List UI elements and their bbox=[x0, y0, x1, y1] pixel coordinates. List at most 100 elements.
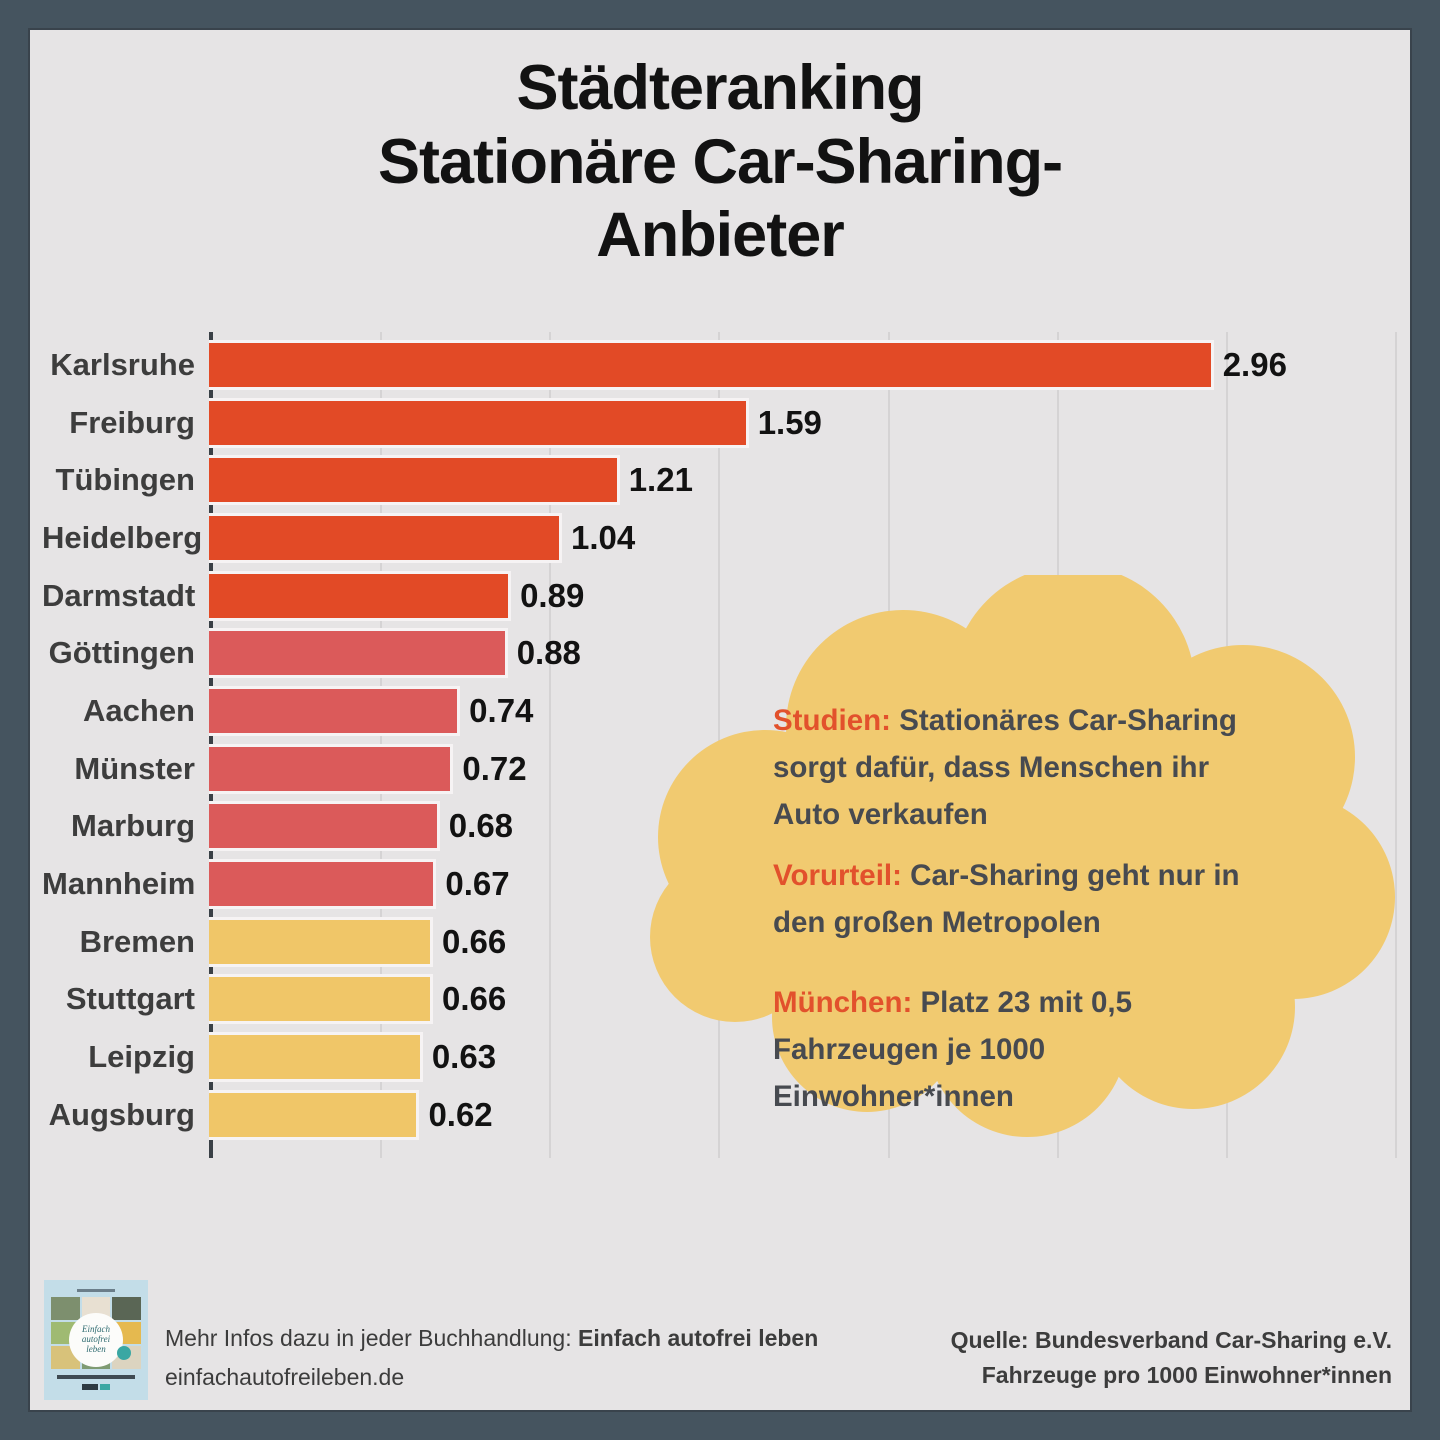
bar bbox=[209, 1032, 423, 1083]
bar-area: 0.88 bbox=[209, 624, 1397, 682]
bar-area: 2.96 bbox=[209, 336, 1397, 394]
bar-area: 0.72 bbox=[209, 740, 1397, 798]
bar bbox=[209, 512, 562, 563]
value-label: 0.66 bbox=[442, 980, 507, 1018]
value-label: 0.88 bbox=[516, 634, 581, 672]
chart-row: Bremen 0.66 bbox=[42, 913, 1397, 971]
city-label: Bremen bbox=[79, 923, 195, 959]
bar-area: 0.63 bbox=[209, 1028, 1397, 1086]
callout-cloud: Studien: Stationäres Car-Sharing sorgt d… bbox=[615, 575, 1403, 1140]
value-label: 1.59 bbox=[757, 403, 822, 441]
chart-gridline bbox=[549, 332, 552, 1158]
bar bbox=[209, 455, 620, 506]
bar bbox=[209, 916, 434, 967]
callout-item: Studien: Stationäres Car-Sharing sorgt d… bbox=[773, 704, 1237, 832]
chart-row: Münster 0.72 bbox=[42, 740, 1397, 798]
title-line-1: Städteranking bbox=[516, 53, 924, 123]
bar-area: 0.66 bbox=[209, 971, 1397, 1029]
callout-keyword: Studien: bbox=[773, 704, 891, 737]
book-cover-photo-tile bbox=[51, 1297, 80, 1320]
bar-area: 0.62 bbox=[209, 1086, 1397, 1144]
value-label: 0.89 bbox=[520, 576, 585, 614]
cloud-shape-icon bbox=[650, 575, 1395, 1137]
footer-website-url: einfachautofreileben.de bbox=[165, 1364, 405, 1390]
bar bbox=[209, 1089, 420, 1140]
bar bbox=[209, 685, 461, 736]
chart-row: Darmstadt 0.89 bbox=[42, 567, 1397, 625]
chart-row: Marburg 0.68 bbox=[42, 798, 1397, 856]
bar bbox=[209, 628, 508, 679]
city-label: Göttingen bbox=[48, 635, 195, 671]
bar-area: 1.04 bbox=[209, 509, 1397, 567]
bar bbox=[209, 859, 437, 910]
city-label: Heidelberg bbox=[42, 519, 203, 555]
book-cover-badge-icon bbox=[117, 1346, 131, 1360]
book-cover-title: Einfach autofrei leben bbox=[69, 1313, 123, 1367]
bar-area: 0.89 bbox=[209, 567, 1397, 625]
callout-text: Studien: Stationäres Car-Sharing sorgt d… bbox=[773, 697, 1265, 1134]
callout-item: München: Platz 23 mit 0,5 Fahrzeugen je … bbox=[773, 985, 1133, 1114]
chart-row: Heidelberg 1.04 bbox=[42, 509, 1397, 567]
footer-info-prefix: Mehr Infos dazu in jeder Buchhandlung: bbox=[165, 1324, 578, 1351]
bar bbox=[209, 339, 1214, 390]
value-label: 0.72 bbox=[462, 749, 527, 787]
bar-area: 0.74 bbox=[209, 682, 1397, 740]
book-cover-publisher-logo bbox=[51, 1384, 141, 1390]
book-cover-subtitle-line bbox=[57, 1375, 135, 1379]
book-cover-photo-tile bbox=[112, 1297, 141, 1320]
city-label: Tübingen bbox=[55, 462, 195, 498]
unit-line: Fahrzeuge pro 1000 Einwohner*innen bbox=[981, 1362, 1392, 1389]
chart-gridline bbox=[1395, 332, 1397, 1158]
chart-row: Karlsruhe 2.96 bbox=[42, 336, 1397, 394]
value-label: 0.68 bbox=[448, 807, 514, 845]
value-label: 0.63 bbox=[431, 1038, 497, 1076]
chart-row: Mannheim 0.67 bbox=[42, 855, 1397, 913]
chart-rows: Karlsruhe 2.96 Freiburg 1.59 Tübingen 1.21 Hei… bbox=[42, 336, 1397, 1144]
city-label: Stuttgart bbox=[65, 981, 195, 1017]
value-label: 1.04 bbox=[571, 518, 636, 556]
city-label: Darmstadt bbox=[42, 577, 196, 613]
callout-item: Vorurteil: Car-Sharing geht nur in den g… bbox=[773, 858, 1240, 939]
footer-right: Quelle: Bundesverband Car-Sharing e.V. F… bbox=[951, 1323, 1392, 1394]
chart-row: Stuttgart 0.66 bbox=[42, 971, 1397, 1029]
footer-left-text: Mehr Infos dazu in jeder Buchhandlung: E… bbox=[165, 1319, 818, 1397]
footer-left: Einfach autofrei leben Mehr Infos dazu i… bbox=[44, 1280, 818, 1400]
bar-area: 0.68 bbox=[209, 798, 1397, 856]
callout-keyword: München: bbox=[773, 985, 913, 1019]
bar bbox=[209, 743, 454, 794]
city-label: Aachen bbox=[83, 692, 195, 728]
bar bbox=[209, 570, 512, 621]
bar-area: 1.59 bbox=[209, 394, 1397, 452]
bar-area: 0.67 bbox=[209, 855, 1397, 913]
title-line-3: Anbieter bbox=[596, 200, 845, 271]
bar bbox=[209, 801, 440, 852]
value-label: 1.21 bbox=[628, 461, 693, 499]
page-title: Städteranking Stationäre Car-Sharing- Anbi… bbox=[30, 52, 1410, 273]
city-label: Leipzig bbox=[88, 1039, 195, 1075]
source-line: Quelle: Bundesverband Car-Sharing e.V. bbox=[950, 1326, 1392, 1353]
footer-info-line: Mehr Infos dazu in jeder Buchhandlung: E… bbox=[165, 1319, 818, 1358]
chart-row: Augsburg 0.62 bbox=[42, 1086, 1397, 1144]
value-label: 0.66 bbox=[442, 922, 507, 960]
footer-book-title: Einfach autofrei leben bbox=[578, 1324, 819, 1351]
value-label: 0.62 bbox=[428, 1095, 493, 1133]
value-label: 0.74 bbox=[469, 691, 534, 729]
callout-keyword: Vorurteil: bbox=[773, 858, 902, 892]
value-label: 2.96 bbox=[1222, 345, 1287, 383]
city-label: Karlsruhe bbox=[50, 346, 195, 382]
bar-chart: Karlsruhe 2.96 Freiburg 1.59 Tübingen 1.21 Hei… bbox=[42, 332, 1397, 1164]
chart-row: Tübingen 1.21 bbox=[42, 451, 1397, 509]
bar bbox=[209, 397, 749, 448]
chart-row: Göttingen 0.88 bbox=[42, 624, 1397, 682]
city-label: Mannheim bbox=[42, 866, 196, 902]
bar-area: 1.21 bbox=[209, 451, 1397, 509]
value-label: 0.67 bbox=[445, 865, 510, 903]
city-label: Freiburg bbox=[69, 404, 195, 440]
book-cover-author-line bbox=[77, 1289, 115, 1292]
city-label: Münster bbox=[74, 750, 195, 786]
city-label: Augsburg bbox=[48, 1096, 195, 1132]
chart-row: Freiburg 1.59 bbox=[42, 394, 1397, 452]
chart-row: Leipzig 0.63 bbox=[42, 1028, 1397, 1086]
chart-row: Aachen 0.74 bbox=[42, 682, 1397, 740]
